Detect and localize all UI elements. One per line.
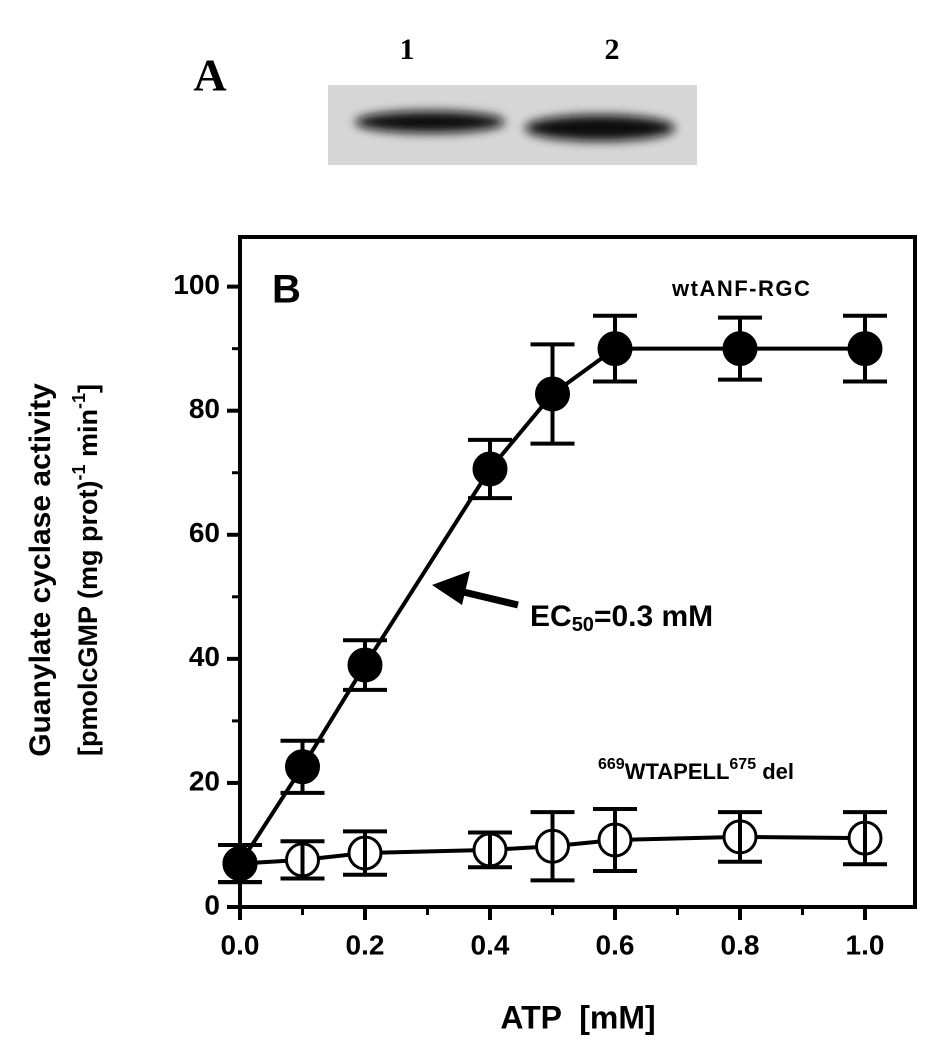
error-bar <box>530 810 575 883</box>
series-label: wtANF-RGC <box>671 276 811 301</box>
error-bar-line <box>530 342 575 446</box>
series-line <box>238 346 865 865</box>
error-bar <box>718 810 762 864</box>
error-bar-line <box>530 810 575 883</box>
error-bar-line <box>343 638 387 692</box>
error-bar <box>280 738 325 795</box>
error-bar <box>468 830 512 870</box>
error-bar-line <box>843 810 887 867</box>
y-tick-label: 100 <box>173 269 220 300</box>
arrow-shaft <box>454 586 519 609</box>
error-bar-line <box>468 830 512 870</box>
x-tick-label: 0.6 <box>596 929 635 960</box>
y-axis-label-part: min <box>73 409 103 465</box>
panel-label: B <box>272 268 301 312</box>
error-bar <box>843 810 887 867</box>
annotation-part: EC <box>530 600 572 633</box>
y-tick-label: 60 <box>189 517 220 548</box>
x-tick-label: 0.2 <box>346 929 385 960</box>
error-bar <box>593 313 637 384</box>
error-bar-line <box>718 315 762 382</box>
error-bar-line <box>718 810 762 864</box>
error-bar-line <box>468 437 512 501</box>
error-bar <box>218 842 262 885</box>
error-bar <box>530 342 575 446</box>
y-tick-label: 40 <box>189 641 220 672</box>
x-tick-label: 1.0 <box>846 929 885 960</box>
y-axis-label: Guanylate cyclase activity <box>24 383 57 757</box>
error-bar-line <box>280 738 325 795</box>
lane-label: 1 <box>400 33 415 66</box>
error-bar <box>843 313 887 384</box>
error-bar-line <box>593 313 637 384</box>
panel-a-label: A <box>193 50 226 101</box>
series-label: 669WTAPELL675 del <box>598 756 794 784</box>
error-bar-line <box>280 839 325 881</box>
annotation: EC50=0.3 mM <box>530 600 713 636</box>
error-bar-line <box>593 806 637 874</box>
series-label-part: 669 <box>598 756 625 773</box>
y-axis-label-part: [pmolcGMP (mg prot) <box>73 481 103 756</box>
error-bar <box>718 315 762 382</box>
error-bar <box>593 806 637 874</box>
annotation-part: =0.3 mM <box>594 600 713 633</box>
y-axis-label: [pmolcGMP (mg prot)-1 min-1] <box>69 384 103 756</box>
plot-frame <box>238 235 917 909</box>
y-tick-label: 80 <box>189 393 220 424</box>
y-axis-label-part: -1 <box>69 465 89 481</box>
series-label-part: 675 <box>729 756 756 773</box>
error-bar <box>280 839 325 881</box>
x-tick-label: 0.8 <box>721 929 760 960</box>
annotation-part: 50 <box>572 614 594 636</box>
error-bar-line <box>218 842 262 885</box>
y-tick-label: 20 <box>189 765 220 796</box>
x-axis-label: ATP [mM] <box>500 999 655 1035</box>
x-tick-label: 0.4 <box>471 929 510 960</box>
error-bar-line <box>343 829 387 877</box>
error-bar <box>468 437 512 501</box>
lane-label: 2 <box>605 33 620 66</box>
western-blot <box>328 85 697 165</box>
x-tick-label: 0.0 <box>221 929 260 960</box>
y-axis-label-part: ] <box>73 384 103 393</box>
error-bar <box>343 829 387 877</box>
y-axis-label-part: -1 <box>69 393 89 409</box>
y-tick-label: 0 <box>204 889 220 920</box>
error-bar-line <box>843 313 887 384</box>
arrow-head <box>432 571 470 605</box>
series-label-part: WTAPELL <box>625 759 730 784</box>
series-label-part: del <box>756 759 794 784</box>
error-bar <box>343 638 387 692</box>
